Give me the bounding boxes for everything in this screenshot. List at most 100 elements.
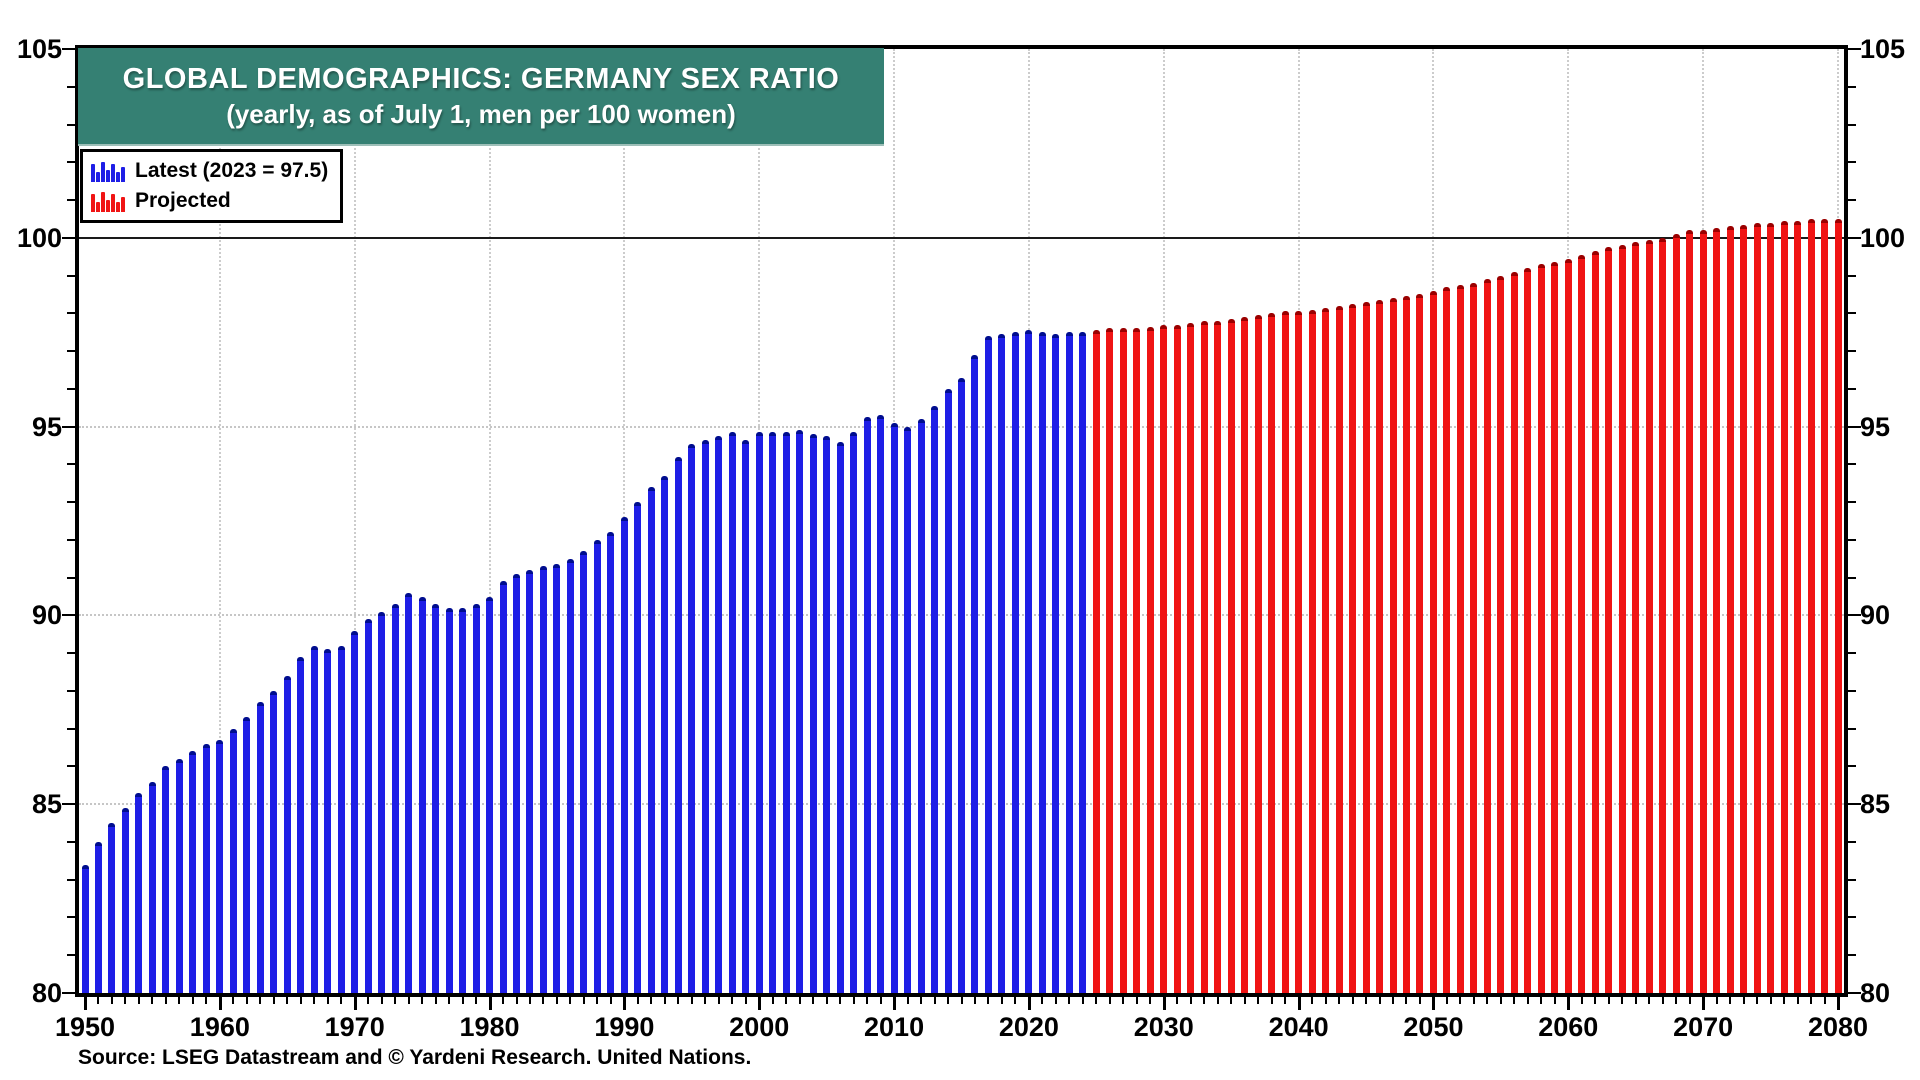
legend-label-latest: Latest (2023 = 97.5)	[135, 159, 329, 182]
bar-1979	[472, 604, 480, 993]
bar-2042	[1322, 307, 1330, 993]
x-tick-1981	[502, 997, 505, 1004]
bar-2014	[944, 388, 952, 993]
bar-1981	[499, 581, 507, 993]
y-tick-left-92	[67, 538, 75, 541]
x-tick-2033	[1203, 997, 1206, 1004]
x-tick-2050	[1432, 997, 1436, 1010]
y-tick-left-102	[67, 161, 75, 164]
bar-2017	[984, 335, 992, 993]
x-tick-1978	[461, 997, 464, 1004]
bar-2059	[1551, 262, 1559, 993]
x-tick-2012	[920, 997, 923, 1004]
bar-2043	[1335, 305, 1343, 993]
x-tick-2011	[906, 997, 909, 1004]
x-tick-2007	[852, 997, 855, 1004]
x-tick-2069	[1688, 997, 1691, 1004]
y-label-right-95: 95	[1860, 411, 1891, 442]
bar-2077	[1794, 220, 1802, 993]
chart-title: GLOBAL DEMOGRAPHICS: GERMANY SEX RATIO	[122, 63, 840, 95]
bar-2075	[1767, 222, 1775, 993]
x-tick-1972	[380, 997, 383, 1004]
y-tick-left-80	[62, 992, 75, 994]
x-tick-1957	[178, 997, 181, 1004]
bar-1958	[189, 751, 197, 993]
bar-2051	[1443, 286, 1451, 993]
bar-1974	[405, 592, 413, 993]
bar-2005	[823, 436, 831, 993]
x-tick-1999	[744, 997, 747, 1004]
bar-2039	[1281, 311, 1289, 993]
x-tick-2065	[1634, 997, 1637, 1004]
x-label-1990: 1990	[594, 1012, 655, 1042]
bar-2052	[1456, 285, 1464, 993]
x-tick-1955	[151, 997, 154, 1004]
bar-2061	[1578, 254, 1586, 993]
y-tick-right-101	[1848, 199, 1856, 202]
bar-1987	[580, 551, 588, 993]
x-tick-2025	[1095, 997, 1098, 1004]
x-tick-2018	[1000, 997, 1003, 1004]
y-tick-left-94	[67, 463, 75, 466]
bar-1991	[634, 502, 642, 993]
bar-1975	[418, 596, 426, 993]
x-tick-1952	[110, 997, 113, 1004]
x-tick-2078	[1810, 997, 1813, 1004]
bar-2072	[1726, 226, 1734, 993]
bar-1963	[256, 702, 264, 993]
bar-2006	[836, 441, 844, 993]
x-tick-2077	[1796, 997, 1799, 1004]
bar-2022	[1052, 334, 1060, 993]
bar-1972	[378, 611, 386, 993]
y-tick-right-82	[1848, 916, 1856, 919]
bar-2058	[1537, 264, 1545, 993]
bar-2063	[1605, 247, 1613, 993]
blue-mini-bars-icon	[91, 160, 125, 182]
x-tick-2017	[987, 997, 990, 1004]
red-mini-bars-icon	[91, 190, 125, 212]
bar-2008	[863, 417, 871, 993]
plot-area	[75, 45, 1848, 997]
bar-2011	[904, 426, 912, 993]
x-label-2080: 2080	[1807, 1012, 1869, 1042]
bar-2020	[1025, 330, 1033, 993]
x-tick-2039	[1284, 997, 1287, 1004]
x-tick-1986	[569, 997, 572, 1004]
y-tick-left-93	[67, 501, 75, 504]
bar-1985	[553, 564, 561, 993]
x-tick-1969	[340, 997, 343, 1004]
x-tick-1983	[528, 997, 531, 1004]
x-tick-2079	[1823, 997, 1826, 1004]
y-tick-left-95	[62, 425, 75, 428]
bar-2000	[755, 432, 763, 993]
bar-2001	[769, 432, 777, 993]
x-tick-2074	[1756, 997, 1759, 1004]
bar-2046	[1376, 300, 1384, 993]
x-tick-2041	[1311, 997, 1314, 1004]
bar-2045	[1362, 301, 1370, 993]
bar-1964	[270, 690, 278, 993]
bar-2037	[1254, 315, 1262, 993]
x-tick-1997	[717, 997, 720, 1004]
y-tick-right-90	[1848, 614, 1861, 617]
bar-1983	[526, 570, 534, 993]
bar-1966	[297, 656, 305, 993]
x-tick-2073	[1742, 997, 1745, 1004]
x-tick-1989	[609, 997, 612, 1004]
y-tick-right-94	[1848, 463, 1856, 466]
x-tick-1974	[407, 997, 410, 1004]
bar-2070	[1699, 230, 1707, 993]
bar-2067	[1659, 237, 1667, 993]
x-tick-2061	[1580, 997, 1583, 1004]
plot-inner	[79, 49, 1844, 993]
bar-2026	[1106, 328, 1114, 993]
bar-1960	[216, 740, 224, 993]
x-tick-1979	[475, 997, 478, 1004]
x-tick-2034	[1216, 997, 1219, 1004]
bar-2036	[1241, 317, 1249, 993]
bar-2003	[796, 430, 804, 993]
bar-1992	[647, 487, 655, 993]
x-tick-2024	[1081, 997, 1084, 1004]
x-tick-2052	[1459, 997, 1462, 1004]
bar-1956	[162, 766, 170, 993]
